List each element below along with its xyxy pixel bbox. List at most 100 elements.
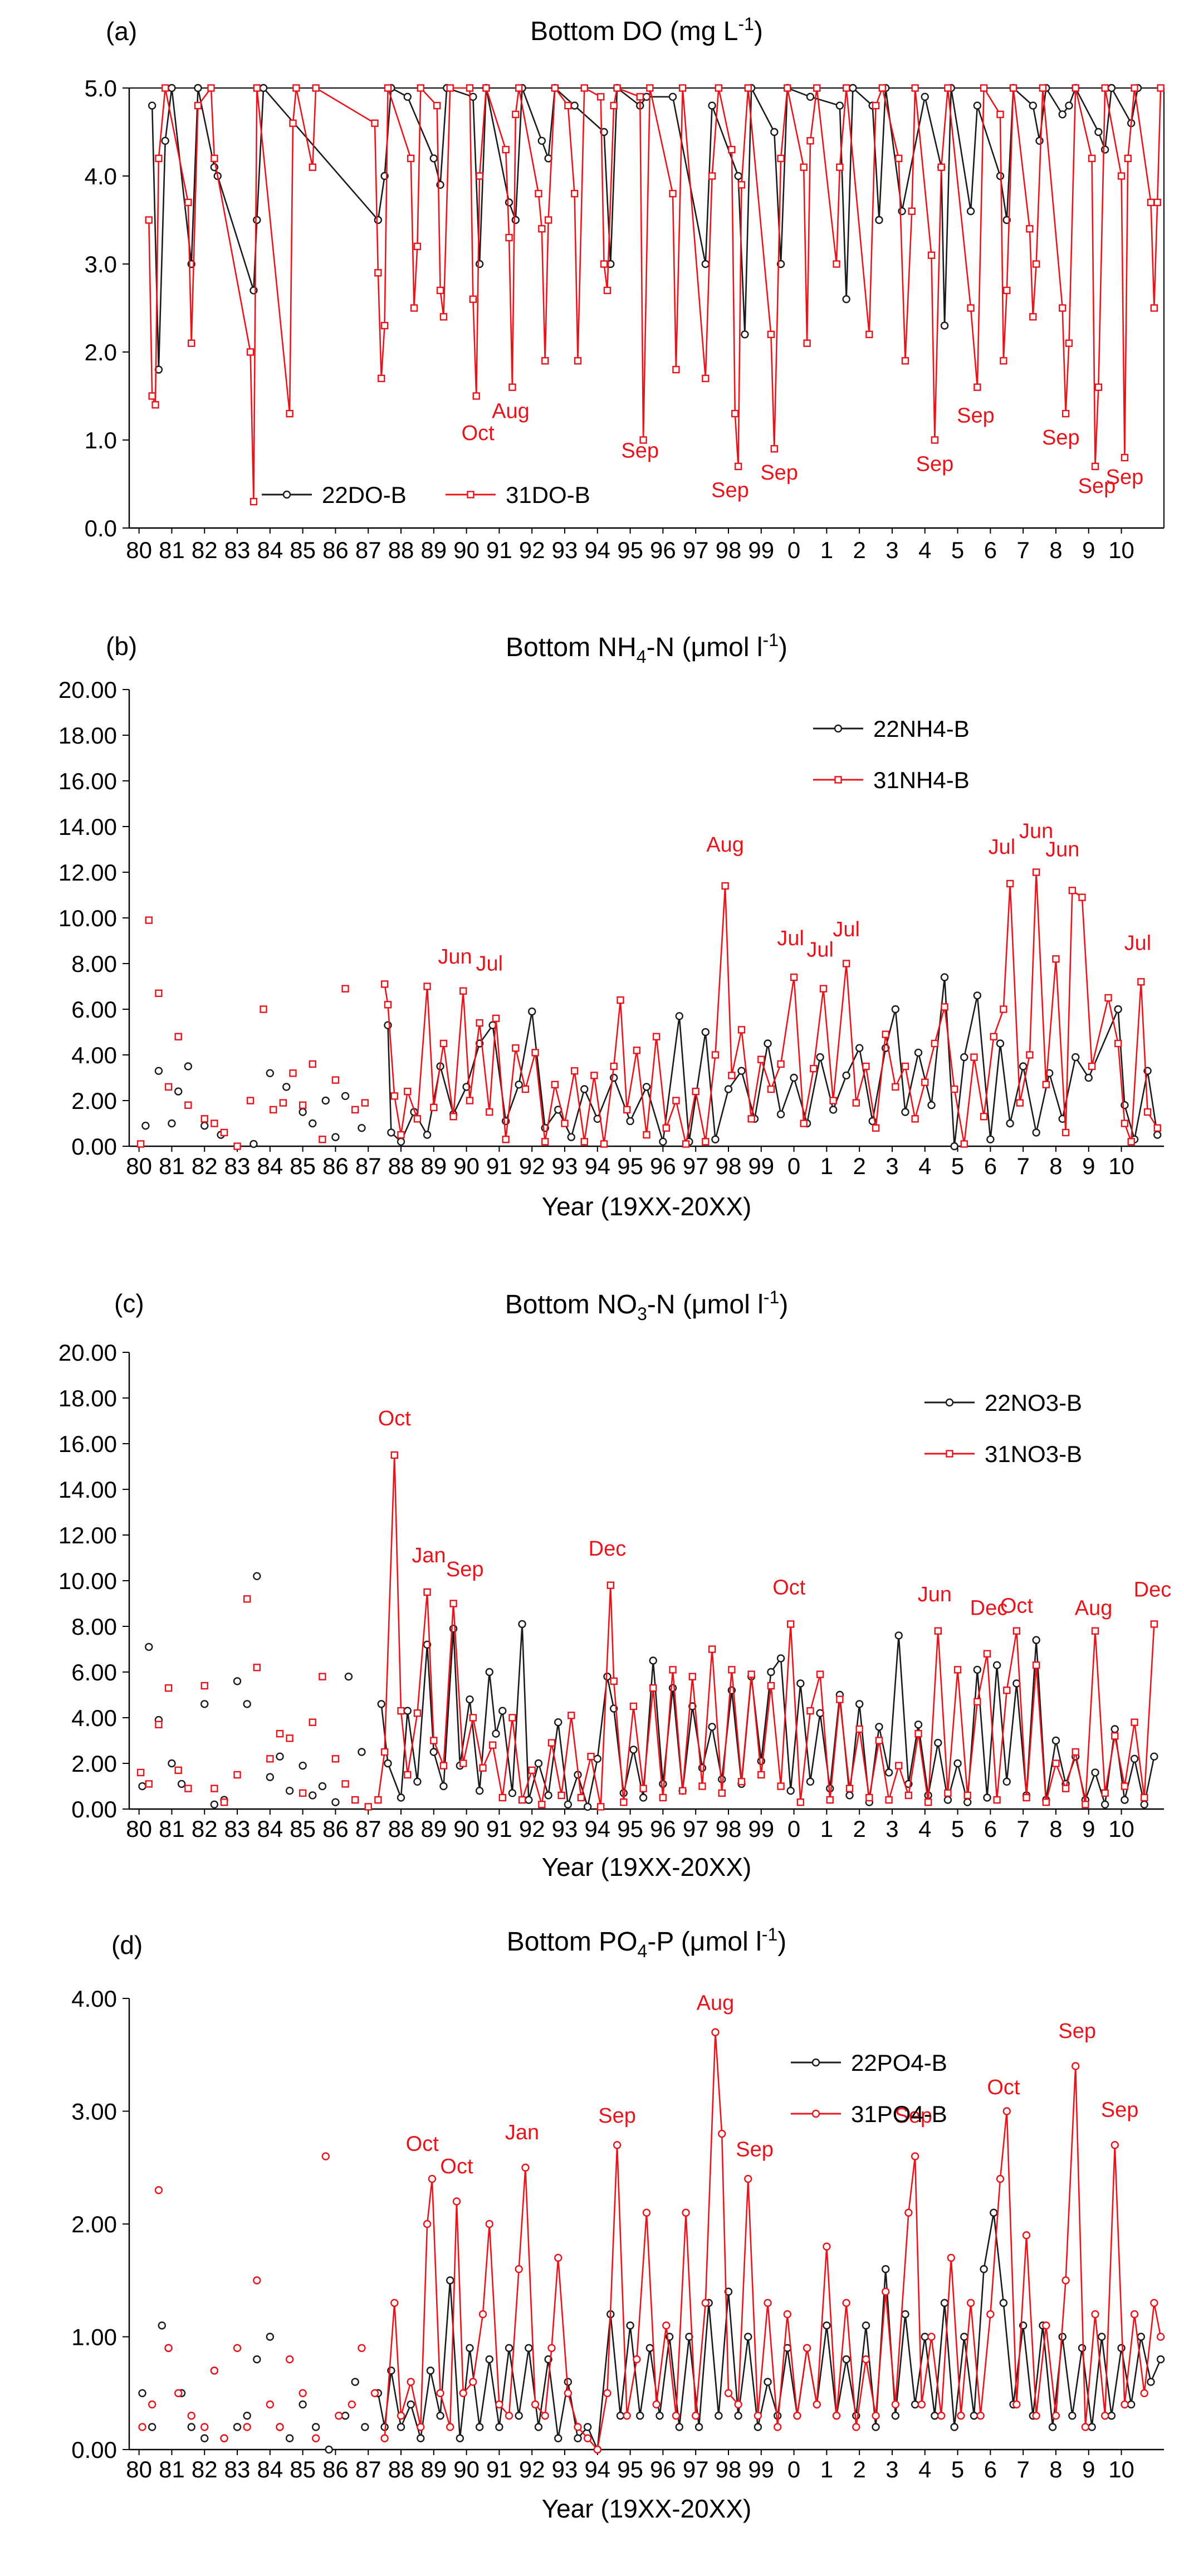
data-point [970,2412,978,2420]
x-tick-label: 95 [617,1816,643,1842]
x-tick-label: 86 [322,1153,349,1179]
data-point [1059,304,1066,312]
data-point [404,1771,412,1779]
data-point [1130,1754,1139,1763]
data-point [253,84,261,92]
data-point [617,996,624,1004]
data-point [511,216,520,224]
data-point [701,1028,710,1037]
chart-title: Bottom NO3-N (μmol l-1) [505,1287,789,1324]
data-point [136,1140,145,1148]
data-point [777,154,785,163]
data-point [668,92,677,101]
data-point [1110,1725,1119,1733]
data-point [1061,2276,1070,2285]
x-tick-label: 7 [1016,537,1029,563]
data-point [1042,1798,1050,1806]
data-point [534,1759,543,1768]
data-point [168,1759,176,1768]
month-annotation: Oct [440,2155,473,2178]
data-point [764,2378,772,2386]
x-tick-label: 9 [1082,537,1095,563]
data-point [534,2423,543,2431]
data-point [515,2265,523,2274]
x-tick-label: 91 [486,1153,512,1179]
data-point [833,260,840,268]
data-point [1150,1620,1158,1628]
data-point [220,2434,228,2442]
data-point [155,154,163,163]
data-point [629,1746,638,1754]
data-point [737,181,746,189]
data-point [600,1140,608,1148]
data-point [1130,2310,1139,2319]
data-point [659,1137,667,1146]
x-tick-label: 83 [224,1153,251,1179]
data-point [1091,2310,1099,2319]
data-point [220,1128,228,1137]
month-annotation: Sep [1042,426,1080,449]
data-point [299,2389,307,2397]
data-point [911,1115,919,1123]
data-point [246,1097,255,1104]
data-point [508,1714,516,1722]
data-point [698,1782,706,1790]
data-point [309,163,316,171]
data-point [259,84,268,92]
data-point [138,1782,146,1791]
data-point [583,2434,592,2442]
y-tick-label: 2.00 [71,2211,117,2237]
data-point [564,2389,573,2397]
data-point [806,1707,814,1715]
y-tick-label: 20.00 [58,677,117,703]
month-annotation: Aug [492,400,530,423]
data-point [1127,1138,1135,1146]
data-point [757,1055,765,1063]
data-point [374,1796,382,1804]
data-point [596,1803,605,1811]
data-point [151,401,159,409]
data-point [904,1791,913,1800]
data-point [810,1064,818,1073]
data-point [567,1712,575,1719]
data-point [708,172,716,180]
data-point [158,2321,166,2330]
x-tick-label: 84 [257,1816,283,1842]
data-point [950,2423,958,2431]
legend-label: 31PO4-B [851,2101,947,2127]
month-annotation: Oct [772,1576,806,1600]
data-point [541,1138,549,1146]
panel-a: (a) Bottom DO (mg L-1) 0.0 1.0 2.0 3.0 4.0 5.0 8… [85,14,1165,563]
data-point [249,1140,258,1148]
x-tick-label: 8 [1049,537,1062,563]
data-point [754,2412,762,2420]
legend-swatch-marker [946,1450,953,1458]
data-point [701,2299,710,2307]
data-point [872,2423,880,2431]
data-point [243,2423,251,2431]
y-tick-label: 5.0 [85,75,117,101]
x-tick-label: 5 [951,1816,964,1842]
data-point [200,2423,209,2431]
data-point [423,983,431,990]
panel-label: (c) [114,1289,144,1318]
data-point [652,1033,661,1040]
data-point [449,1600,457,1607]
data-point [875,1723,883,1731]
data-point [823,2321,831,2330]
data-point [184,198,192,207]
data-point [593,1754,602,1763]
data-point [476,1019,483,1027]
y-tick-label: 0.00 [71,1133,117,1160]
x-tick-label: 98 [716,1153,742,1179]
data-point [649,1656,657,1665]
data-point [390,2299,399,2307]
data-point [754,2423,762,2431]
x-tick-label: 92 [519,537,545,563]
legend-item: 31DO-B [446,482,590,508]
data-point [449,1113,457,1121]
data-point [141,1121,150,1130]
data-point [963,1798,972,1806]
data-point [570,1067,579,1075]
data-point [472,392,480,400]
